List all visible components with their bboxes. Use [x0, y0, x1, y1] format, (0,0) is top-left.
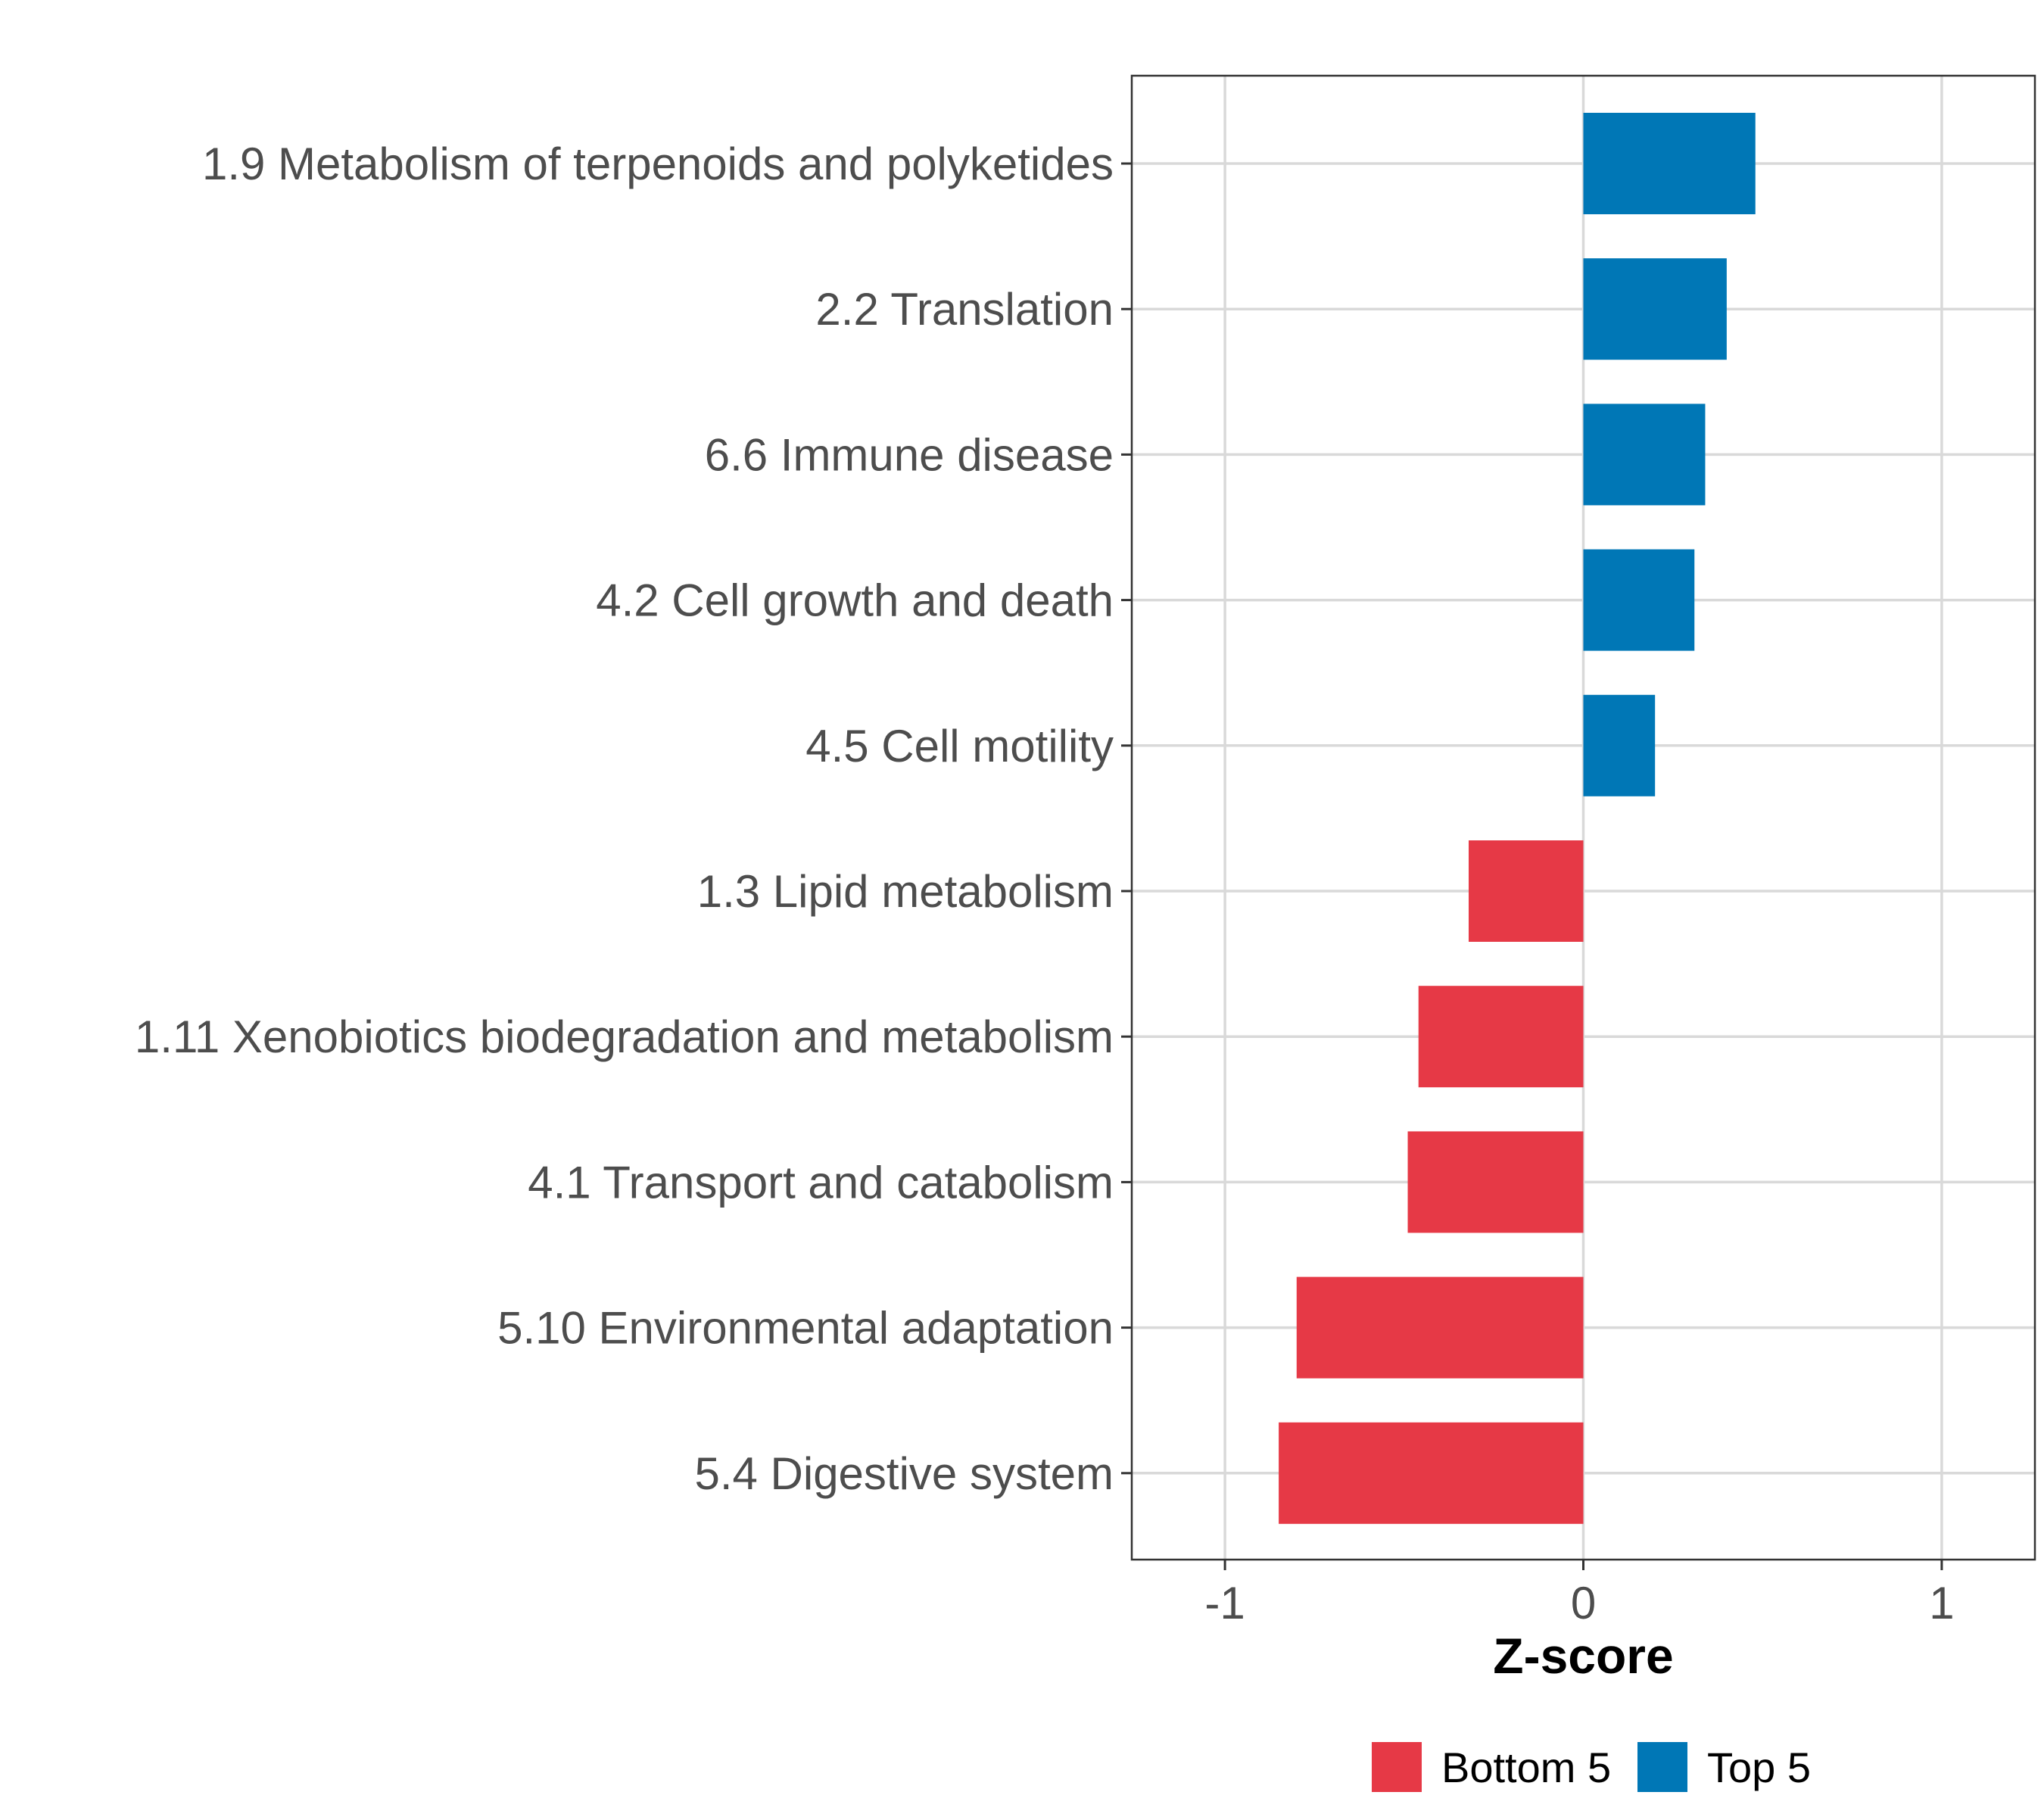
y-tick-label: 4.5 Cell motility — [805, 721, 1114, 771]
x-tick-label: 1 — [1929, 1578, 1954, 1628]
x-ticks — [1223, 1560, 1943, 1570]
y-tick-label: 6.6 Immune disease — [705, 429, 1114, 480]
y-ticks — [1121, 162, 1132, 1475]
y-tick-label: 1.9 Metabolism of terpenoids and polyket… — [202, 139, 1114, 189]
y-tick-label: 1.3 Lipid metabolism — [697, 866, 1114, 917]
y-tick-label: 4.2 Cell growth and death — [596, 575, 1114, 626]
y-tick-label: 5.4 Digestive system — [694, 1448, 1114, 1499]
y-tick-labels: 1.9 Metabolism of terpenoids and polyket… — [135, 139, 1114, 1499]
bar — [1583, 694, 1656, 796]
bar — [1296, 1276, 1584, 1379]
bar — [1583, 113, 1756, 214]
bar — [1418, 986, 1584, 1088]
x-tick-label: 0 — [1571, 1578, 1596, 1628]
bar — [1583, 258, 1727, 360]
bar — [1279, 1422, 1584, 1524]
legend-swatch — [1372, 1742, 1422, 1792]
y-tick-label: 1.11 Xenobiotics biodegradation and meta… — [135, 1011, 1114, 1062]
x-axis-title: Z-score — [1493, 1628, 1673, 1684]
bars — [1279, 113, 1756, 1524]
y-tick-label: 2.2 Translation — [815, 284, 1114, 335]
x-tick-label: -1 — [1204, 1578, 1245, 1628]
legend-swatch — [1637, 1742, 1687, 1792]
bar — [1583, 549, 1695, 651]
y-tick-label: 5.10 Environmental adaptation — [497, 1303, 1114, 1354]
legend-label: Bottom 5 — [1441, 1744, 1611, 1791]
bar — [1469, 840, 1584, 942]
y-tick-label: 4.1 Transport and catabolism — [528, 1157, 1114, 1208]
legend: Bottom 5 Top 5 — [1372, 1742, 1811, 1792]
bar — [1583, 404, 1706, 506]
x-tick-labels: -1 0 1 — [1204, 1578, 1954, 1628]
legend-label: Top 5 — [1707, 1744, 1811, 1791]
bar — [1407, 1131, 1584, 1233]
